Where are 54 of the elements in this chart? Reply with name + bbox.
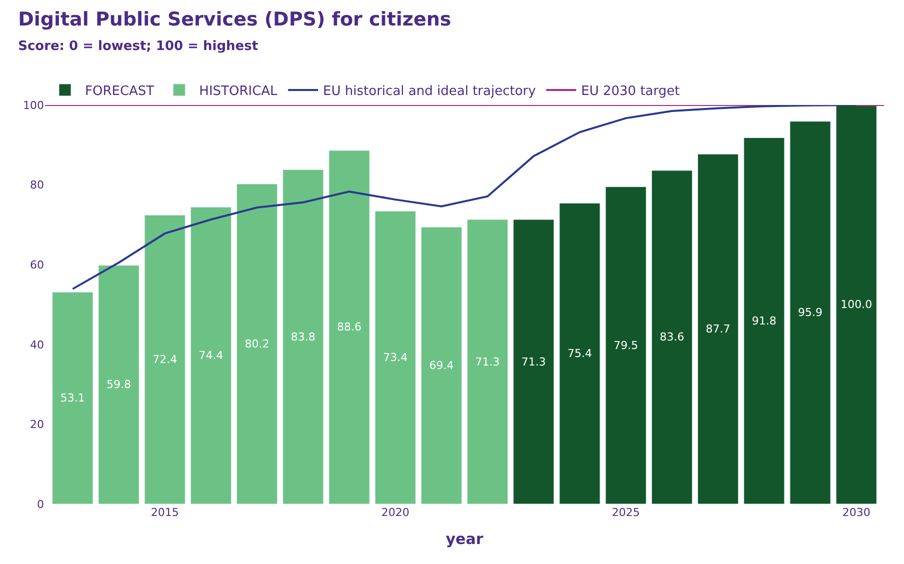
bar xyxy=(513,219,554,504)
legend-label: FORECAST xyxy=(85,84,154,100)
line-series xyxy=(72,105,858,290)
bar xyxy=(144,214,186,504)
data-label: 69.4 xyxy=(429,359,454,372)
data-label: 79.5 xyxy=(614,338,638,352)
data-label: 71.3 xyxy=(475,355,500,368)
y-tick-label: 80 xyxy=(30,178,44,192)
legend-label: EU 2030 target xyxy=(581,84,680,100)
bar xyxy=(744,137,785,504)
data-label: 73.4 xyxy=(383,351,408,364)
bar xyxy=(328,150,370,504)
data-label: 72.4 xyxy=(152,353,178,366)
y-tick-label: 40 xyxy=(30,338,44,352)
bar xyxy=(790,121,831,504)
data-label: 91.8 xyxy=(752,314,776,328)
data-label: 83.8 xyxy=(290,330,316,344)
y-tick-label: 20 xyxy=(30,418,44,432)
y-tick-label: 100 xyxy=(23,98,44,112)
bar xyxy=(98,265,140,504)
y-tick-label: 0 xyxy=(37,498,44,511)
data-label: 95.9 xyxy=(798,306,822,320)
bar xyxy=(190,206,232,504)
data-label: 53.1 xyxy=(60,392,85,405)
bar xyxy=(374,210,416,504)
x-tick-label: 2015 xyxy=(150,506,179,519)
x-tick-label: 2020 xyxy=(381,506,410,519)
chart-subtitle: Score: 0 = lowest; 100 = highest xyxy=(18,39,258,54)
data-label: 71.3 xyxy=(521,355,546,368)
x-axis-title: year xyxy=(446,530,484,548)
bar xyxy=(420,226,462,504)
data-label: 59.8 xyxy=(106,378,132,392)
bar xyxy=(651,170,692,504)
data-label: 80.2 xyxy=(244,338,270,350)
bar xyxy=(836,105,877,504)
legend-label: EU historical and ideal trajectory xyxy=(323,84,536,100)
data-label: 87.7 xyxy=(706,322,730,336)
bar xyxy=(52,292,94,504)
legend-label: HISTORICAL xyxy=(199,84,278,100)
data-label: 100.0 xyxy=(840,298,872,311)
x-tick-label: 2025 xyxy=(612,506,640,519)
bar xyxy=(282,169,324,504)
data-label: 88.6 xyxy=(337,320,362,334)
data-label: 83.6 xyxy=(660,330,684,344)
bar xyxy=(559,202,600,504)
chart-title: Digital Public Services (DPS) for citizens xyxy=(18,8,452,30)
bar xyxy=(698,154,739,504)
data-label: 75.4 xyxy=(567,347,592,360)
y-tick-label: 60 xyxy=(30,258,44,272)
data-label: 74.4 xyxy=(198,349,224,362)
x-tick-label: 2030 xyxy=(842,506,870,519)
bar xyxy=(236,184,278,504)
bar xyxy=(467,219,508,504)
bar xyxy=(605,186,646,504)
